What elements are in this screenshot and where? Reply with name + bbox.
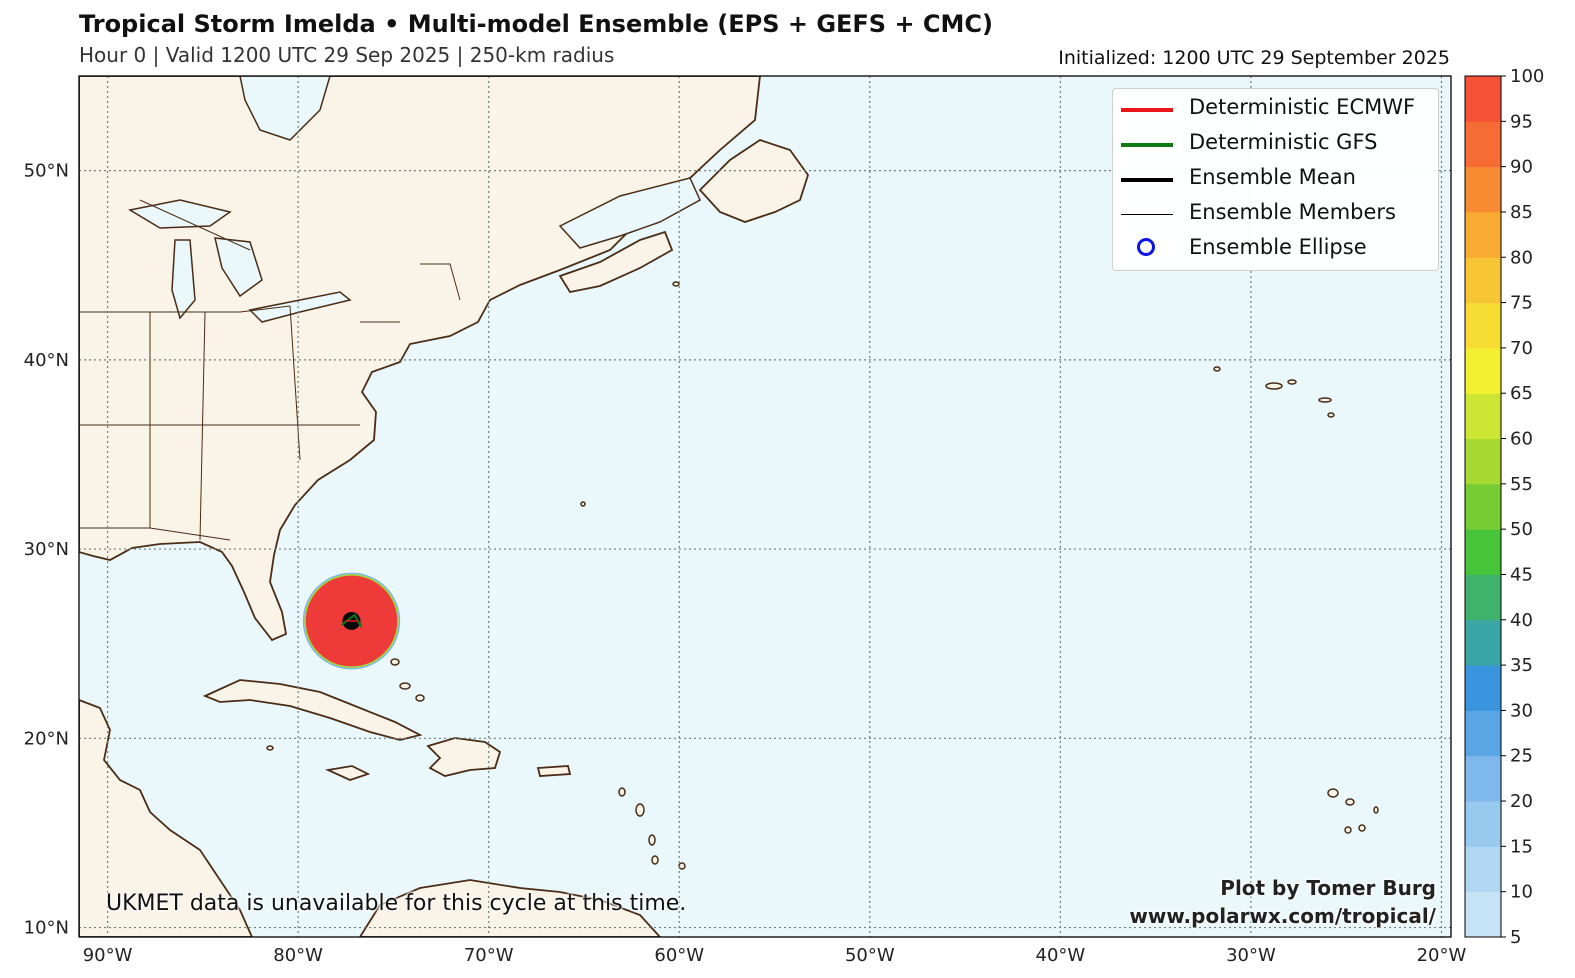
legend-item: Ensemble Mean — [1113, 161, 1438, 196]
colorbar-segment — [1465, 891, 1501, 938]
lat-tick-label: 10°N — [24, 918, 69, 939]
lon-tick-label: 80°W — [273, 945, 323, 966]
credit-author: Plot by Tomer Burg — [1220, 876, 1436, 900]
lon-tick-label: 30°W — [1226, 945, 1276, 966]
longitude-labels: 90°W 80°W 70°W 60°W 50°W 40°W 30°W 20°W — [83, 945, 1467, 966]
colorbar-segment — [1465, 665, 1501, 711]
legend-label: Deterministic GFS — [1189, 130, 1378, 154]
hudson-bay-edge — [239, 76, 331, 141]
colorbar-segment — [1465, 619, 1501, 666]
legend-label: Ensemble Members — [1189, 200, 1396, 224]
legend-line-swatch — [1121, 178, 1173, 182]
map-frame — [78, 75, 1452, 938]
colorbar-tick-label: 15 — [1510, 836, 1533, 857]
colorbar-segment — [1465, 755, 1501, 802]
colorbar-tick-label: 5 — [1510, 927, 1521, 948]
colorbar-segment — [1465, 846, 1501, 893]
plot-subtitle: Hour 0 | Valid 1200 UTC 29 Sep 2025 | 25… — [79, 43, 615, 67]
initialized-time: Initialized: 1200 UTC 29 September 2025 — [1058, 47, 1450, 69]
colorbar-segment — [1465, 483, 1501, 530]
colorbar-segment — [1465, 438, 1501, 485]
lon-tick-label: 50°W — [845, 945, 895, 966]
colorbar-tick-label: 20 — [1510, 791, 1533, 812]
lon-tick-label: 70°W — [464, 945, 514, 966]
colorbar-segment — [1465, 166, 1501, 213]
colorbar-tick-label: 35 — [1510, 655, 1533, 676]
colorbar-segment — [1465, 121, 1501, 168]
colorbar-segment — [1465, 393, 1501, 440]
land-puerto-rico — [536, 765, 572, 777]
latitude-labels: 10°N 20°N 30°N 40°N 50°N — [24, 161, 69, 939]
colorbar-tick-label: 80 — [1510, 247, 1533, 268]
legend-item: Deterministic GFS — [1113, 126, 1438, 161]
lake-erie-ontario — [248, 291, 352, 323]
land-central-america — [79, 699, 253, 937]
colorbar-tick-label: 45 — [1510, 564, 1533, 585]
colorbar-segment — [1465, 574, 1501, 621]
colorbar-segment — [1465, 76, 1501, 122]
colorbar-tick-label: 85 — [1510, 202, 1533, 223]
legend-item: Ensemble Members — [1113, 196, 1438, 231]
storm-tracks — [340, 611, 363, 630]
land-nova-scotia — [558, 230, 674, 294]
colorbar-segment — [1465, 529, 1501, 575]
colorbar-segment — [1465, 257, 1501, 304]
lat-tick-label: 20°N — [24, 728, 69, 749]
political-boundaries — [79, 199, 461, 541]
legend-label: Ensemble Ellipse — [1189, 235, 1367, 259]
probability-colorbar: 5 10 15 20 25 30 35 40 45 50 55 60 65 70 75 80 85 90 95 100 — [1464, 66, 1544, 948]
map-gridlines — [79, 76, 1451, 937]
legend-line-swatch — [1121, 108, 1173, 112]
colorbar-frame — [1464, 75, 1502, 938]
lat-tick-label: 50°N — [24, 161, 69, 182]
lat-tick-label: 30°N — [24, 539, 69, 560]
small-islands — [266, 281, 1379, 870]
lon-tick-label: 20°W — [1417, 945, 1467, 966]
legend-label: Deterministic ECMWF — [1189, 95, 1416, 119]
colorbar-segment — [1465, 302, 1501, 349]
colorbar-tick-label: 30 — [1510, 700, 1533, 721]
colorbar-tick-label: 70 — [1510, 338, 1533, 359]
plot-title: Tropical Storm Imelda • Multi-model Ense… — [79, 10, 993, 38]
land-hispaniola — [426, 737, 502, 777]
lat-tick-label: 40°N — [24, 350, 69, 371]
legend-item: Ensemble Ellipse — [1113, 231, 1438, 266]
colorbar-tick-label: 40 — [1510, 610, 1533, 631]
land-south-america — [358, 879, 662, 937]
gulf-st-lawrence — [558, 177, 701, 249]
legend-line-swatch — [1121, 143, 1173, 147]
colorbar-segment — [1465, 211, 1501, 258]
colorbar-tick-label: 65 — [1510, 383, 1533, 404]
legend-item: Deterministic ECMWF — [1113, 91, 1438, 126]
colorbar-tick-label: 50 — [1510, 519, 1533, 540]
colorbar-tick-label: 75 — [1510, 293, 1533, 314]
plot-credits: Plot by Tomer Burg www.polarwx.com/tropi… — [1129, 874, 1436, 930]
legend-label: Ensemble Mean — [1189, 165, 1356, 189]
ukmet-notice: UKMET data is unavailable for this cycle… — [106, 891, 687, 916]
lon-tick-label: 90°W — [83, 945, 133, 966]
colorbar-tick-label: 10 — [1510, 882, 1533, 903]
credit-url: www.polarwx.com/tropical/ — [1129, 904, 1436, 928]
colorbar-segment — [1465, 347, 1501, 394]
colorbar-tick-label: 60 — [1510, 429, 1533, 450]
legend: Deterministic ECMWF Deterministic GFS Ense… — [1112, 88, 1439, 271]
lake-michigan — [171, 239, 196, 320]
colorbar-tick-label: 90 — [1510, 157, 1533, 178]
land-newfoundland — [698, 139, 809, 223]
lon-tick-label: 40°W — [1036, 945, 1086, 966]
colorbar-segment — [1465, 801, 1501, 847]
colorbar-tick-label: 25 — [1510, 746, 1533, 767]
legend-circle-swatch — [1137, 238, 1155, 256]
colorbar-tick-label: 100 — [1510, 66, 1544, 87]
colorbar-tick-label: 95 — [1510, 111, 1533, 132]
legend-line-swatch — [1121, 214, 1173, 215]
colorbar-segment — [1465, 710, 1501, 757]
land-cuba — [202, 679, 423, 741]
colorbar-tick-label: 55 — [1510, 474, 1533, 495]
lon-tick-label: 60°W — [654, 945, 704, 966]
land-jamaica — [324, 765, 371, 781]
lake-huron — [214, 237, 263, 298]
